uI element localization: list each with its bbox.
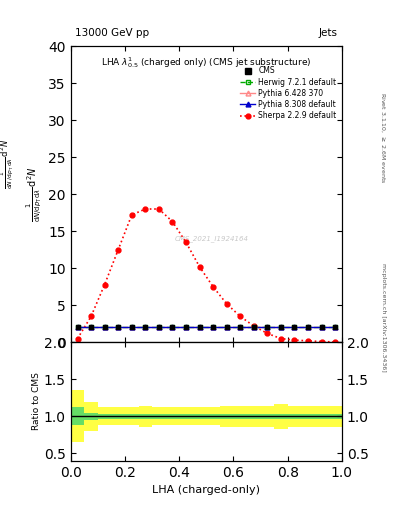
Y-axis label: Ratio to CMS: Ratio to CMS [32, 373, 41, 431]
Y-axis label: $\frac{1}{\mathrm{d}N / \mathrm{d}p_{\rm T}\,\mathrm{d}\lambda}\,\mathrm{d}^2N$: $\frac{1}{\mathrm{d}N / \mathrm{d}p_{\rm… [25, 166, 44, 222]
Text: 13000 GeV pp: 13000 GeV pp [75, 28, 149, 38]
Text: $\frac{1}{\mathrm{d}N\,/\,\mathrm{d}p_\mathrm{T}\,\mathrm{d}\lambda}\,\mathrm{d}: $\frac{1}{\mathrm{d}N\,/\,\mathrm{d}p_\m… [0, 139, 17, 189]
X-axis label: LHA (charged-only): LHA (charged-only) [152, 485, 260, 495]
Text: Rivet 3.1.10, $\geq$ 2.6M events: Rivet 3.1.10, $\geq$ 2.6M events [379, 93, 387, 184]
Text: Jets: Jets [319, 28, 338, 38]
Text: mcplots.cern.ch [arXiv:1306.3436]: mcplots.cern.ch [arXiv:1306.3436] [381, 263, 386, 372]
Text: LHA $\lambda^{1}_{0.5}$ (charged only) (CMS jet substructure): LHA $\lambda^{1}_{0.5}$ (charged only) (… [101, 55, 312, 70]
Legend: CMS, Herwig 7.2.1 default, Pythia 6.428 370, Pythia 8.308 default, Sherpa 2.2.9 : CMS, Herwig 7.2.1 default, Pythia 6.428 … [239, 65, 338, 122]
Text: CMS_2021_I1924164: CMS_2021_I1924164 [175, 235, 249, 242]
